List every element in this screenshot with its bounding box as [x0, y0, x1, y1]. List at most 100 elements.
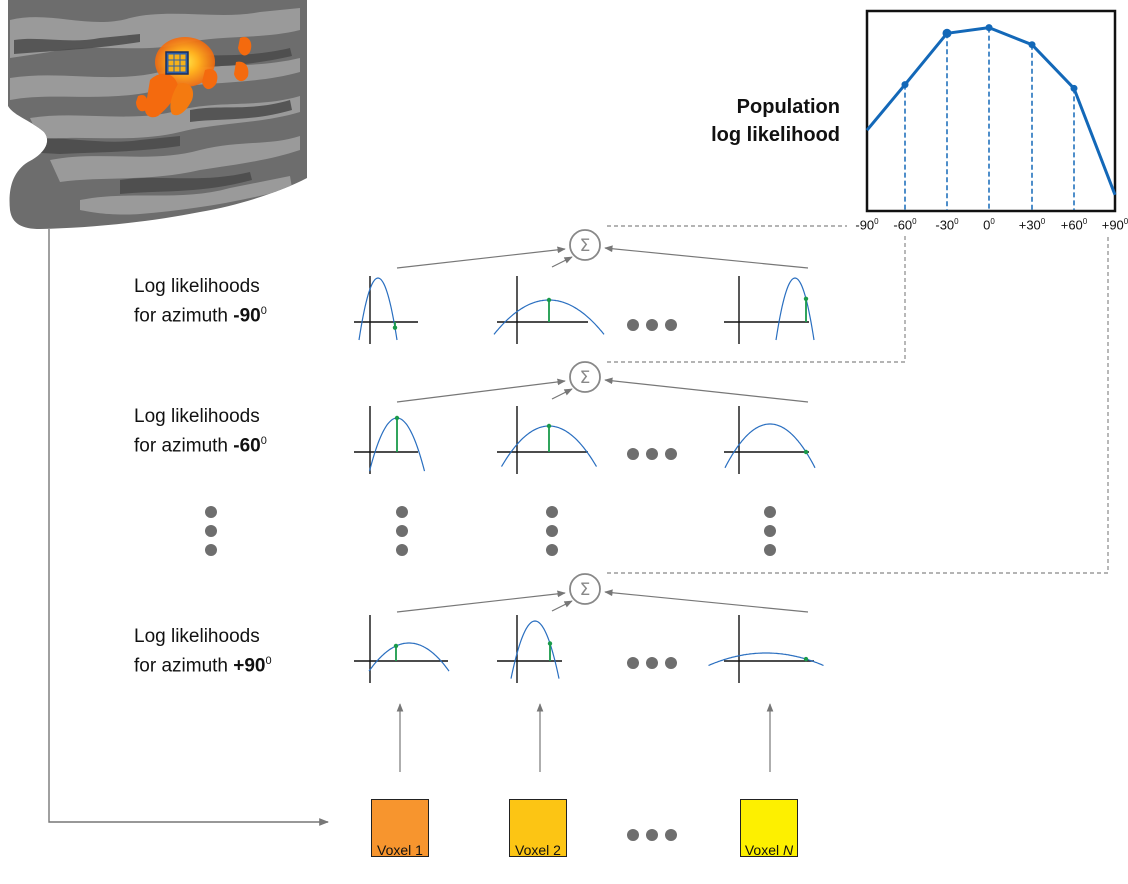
sum-arrow-right	[604, 377, 809, 403]
log-likelihood-panel	[354, 615, 450, 683]
chart-x-tick-label: +300	[1018, 217, 1046, 233]
ellipsis-dot	[665, 829, 677, 841]
voxel-2-square	[509, 799, 567, 857]
ellipsis-dot	[764, 506, 776, 518]
likelihood-point	[393, 643, 399, 649]
ellipsis-dot	[764, 544, 776, 556]
likelihood-curve	[510, 620, 560, 679]
voxel-2-label: Voxel 2	[515, 842, 561, 858]
likelihood-curve	[358, 277, 398, 341]
ellipsis-dot	[396, 525, 408, 537]
row-label-azimuth-minus-90: Log likelihoods for azimuth -900	[134, 274, 267, 328]
sum-arrow-right	[604, 589, 809, 613]
sum-arrow-middle	[551, 600, 573, 612]
sum-node: Σ	[396, 229, 809, 269]
azimuth-value: +90	[233, 655, 266, 677]
sum-to-chart-connectors	[607, 225, 1109, 574]
sum-symbol: Σ	[580, 368, 591, 388]
likelihood-grid: Σ Σ Σ	[354, 229, 824, 772]
chart-x-tick-label: 00	[983, 217, 995, 233]
ellipsis-dot	[665, 319, 677, 331]
ellipsis-dot	[646, 657, 658, 669]
voxel-n-square	[740, 799, 798, 857]
row-label-azimuth-plus-90: Log likelihoods for azimuth +900	[134, 624, 272, 678]
row-label-line1: Log likelihoods	[134, 626, 260, 647]
sum-arrow-middle	[551, 256, 573, 268]
sum-symbol: Σ	[580, 236, 591, 256]
ellipsis-dot	[546, 506, 558, 518]
likelihood-point	[394, 415, 400, 421]
sum-circle	[569, 361, 601, 393]
chart-point	[985, 24, 993, 32]
log-likelihood-panel	[708, 615, 824, 683]
brain-surface-image	[8, 0, 307, 229]
ellipsis-dot	[665, 448, 677, 460]
likelihood-point	[392, 325, 398, 330]
sum-arrow-left	[396, 246, 566, 269]
population-chart-frame	[865, 9, 1117, 213]
sum-arrow-middle	[551, 388, 573, 400]
population-label-line2: log likelihood	[711, 124, 840, 146]
sum-node: Σ	[396, 573, 809, 613]
row-label-line2: for azimuth +900	[134, 655, 272, 677]
chart-point	[901, 81, 909, 89]
log-likelihood-panel	[493, 276, 605, 344]
ellipsis-dot	[627, 829, 639, 841]
chart-x-tick-label: -300	[935, 217, 959, 233]
ellipsis-dot	[627, 319, 639, 331]
likelihood-point	[803, 296, 809, 301]
ellipsis-dot	[205, 544, 217, 556]
population-chart	[865, 24, 1117, 210]
voxel-grid-icon	[165, 51, 189, 75]
likelihood-curve	[724, 423, 816, 469]
row-label-line1: Log likelihoods	[134, 276, 260, 297]
row-label-azimuth-minus-60: Log likelihoods for azimuth -600	[134, 404, 267, 458]
degree-superscript: 0	[260, 435, 267, 447]
sum-node: Σ	[396, 361, 809, 403]
row-label-line1: Log likelihoods	[134, 406, 260, 427]
likelihood-point	[546, 297, 552, 303]
ellipsis-dot	[205, 506, 217, 518]
degree-superscript: 0	[265, 655, 272, 667]
chart-point	[942, 28, 952, 38]
ellipsis-dots	[205, 319, 776, 841]
chart-point	[1028, 41, 1036, 49]
ellipsis-dot	[646, 829, 658, 841]
ellipsis-dot	[646, 448, 658, 460]
population-log-likelihood-label: Population log likelihood	[700, 93, 840, 149]
ellipsis-dot	[665, 657, 677, 669]
chart-point	[1070, 84, 1078, 92]
azimuth-value: -90	[233, 305, 261, 327]
ellipsis-dot	[396, 544, 408, 556]
log-likelihood-panel	[354, 276, 418, 344]
ellipsis-dot	[205, 525, 217, 537]
likelihood-point	[803, 449, 809, 455]
ellipsis-dot	[546, 525, 558, 537]
ellipsis-dot	[646, 319, 658, 331]
ellipsis-dot	[627, 657, 639, 669]
ellipsis-dot	[627, 448, 639, 460]
voxel-1-square	[371, 799, 429, 857]
chart-x-tick-label: +600	[1060, 217, 1088, 233]
population-label-line1: Population	[736, 96, 840, 118]
likelihood-point	[546, 423, 552, 429]
log-likelihood-panel	[724, 276, 815, 344]
likelihood-point	[803, 656, 809, 662]
brain-to-voxels-connector	[48, 229, 329, 826]
ellipsis-dot	[396, 506, 408, 518]
chart-x-tick-label: -900	[855, 217, 879, 233]
row-label-line2: for azimuth -900	[134, 305, 267, 327]
sum-arrow-left	[396, 378, 566, 403]
sum-circle	[569, 573, 601, 605]
sum-symbol: Σ	[580, 580, 591, 600]
chart-x-tick-label: +900	[1101, 217, 1128, 233]
sum-arrow-right	[604, 245, 809, 269]
ellipsis-dot	[546, 544, 558, 556]
log-likelihood-panel	[354, 406, 426, 474]
degree-superscript: 0	[260, 305, 267, 317]
azimuth-value: -60	[233, 435, 261, 457]
likelihood-curve	[368, 642, 450, 672]
likelihood-curve	[775, 277, 815, 341]
